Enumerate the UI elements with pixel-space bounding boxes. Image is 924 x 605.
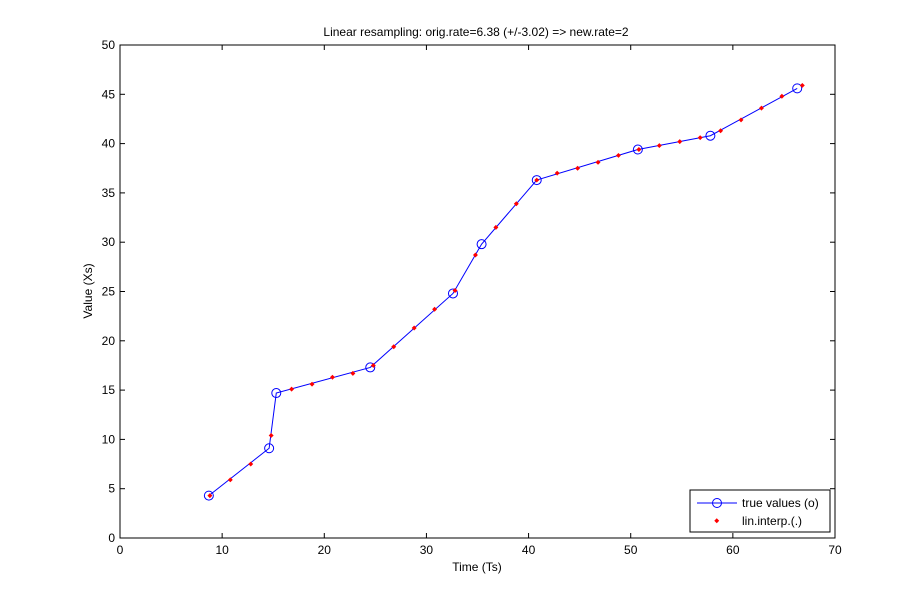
x-tick-label: 0 bbox=[117, 543, 124, 557]
y-tick-label: 5 bbox=[108, 482, 115, 496]
interp-point bbox=[207, 493, 213, 499]
y-tick-label: 0 bbox=[108, 531, 115, 545]
interp-point bbox=[656, 143, 662, 149]
interp-point bbox=[432, 306, 438, 312]
x-axis-label: Time (Ts) bbox=[452, 560, 502, 574]
interp-point bbox=[738, 117, 744, 123]
x-tick-label: 20 bbox=[318, 543, 332, 557]
interp-point bbox=[615, 152, 621, 158]
legend-box bbox=[689, 489, 831, 533]
interp-point bbox=[595, 159, 601, 165]
interp-point bbox=[779, 93, 785, 99]
true-value-point bbox=[632, 144, 643, 155]
legend: true values (o) lin.interp.(.) bbox=[689, 489, 831, 533]
y-tick-label: 35 bbox=[102, 186, 116, 200]
interp-point bbox=[268, 432, 274, 438]
true-value-point bbox=[476, 239, 487, 250]
y-tick-label: 50 bbox=[102, 38, 116, 52]
plot-area bbox=[119, 44, 836, 539]
interp-point bbox=[575, 165, 581, 171]
x-tick-label: 70 bbox=[828, 543, 842, 557]
y-tick-label: 20 bbox=[102, 334, 116, 348]
interp-point bbox=[758, 105, 764, 111]
interp-point bbox=[309, 381, 315, 387]
legend-label-true-values: true values (o) bbox=[742, 496, 819, 510]
interp-point bbox=[452, 288, 458, 293]
series-line-true-values bbox=[208, 87, 798, 496]
legend-marker-true-values bbox=[712, 498, 722, 508]
x-axis: 0 10 20 30 40 50 60 70 bbox=[117, 45, 842, 557]
true-value-point bbox=[531, 175, 542, 186]
x-tick-label: 30 bbox=[420, 543, 434, 557]
interp-point bbox=[411, 325, 417, 331]
interp-point bbox=[248, 461, 254, 467]
y-axis: 0 5 10 15 20 25 30 35 40 45 50 bbox=[102, 38, 835, 545]
interp-point bbox=[329, 374, 335, 380]
interp-point bbox=[718, 128, 724, 134]
interp-point bbox=[350, 370, 356, 376]
legend-label-lin-interp: lin.interp.(.) bbox=[742, 514, 802, 528]
true-value-point bbox=[264, 443, 275, 454]
interp-point bbox=[493, 224, 499, 230]
y-tick-label: 40 bbox=[102, 137, 116, 151]
true-value-point bbox=[705, 130, 716, 141]
x-tick-label: 60 bbox=[726, 543, 740, 557]
interp-point bbox=[636, 147, 642, 152]
x-tick-label: 40 bbox=[522, 543, 536, 557]
interp-point bbox=[289, 386, 295, 392]
y-tick-label: 25 bbox=[102, 285, 116, 299]
interp-point bbox=[391, 344, 397, 350]
true-value-point bbox=[203, 490, 214, 501]
series-layer bbox=[203, 82, 805, 501]
y-tick-label: 10 bbox=[102, 432, 116, 446]
interp-point bbox=[227, 477, 233, 483]
true-value-point bbox=[447, 288, 458, 299]
interp-point bbox=[677, 139, 683, 145]
x-tick-label: 10 bbox=[215, 543, 229, 557]
interp-point bbox=[697, 135, 703, 141]
interp-point bbox=[370, 362, 376, 368]
x-tick-label: 50 bbox=[624, 543, 638, 557]
interp-point bbox=[554, 170, 560, 176]
y-axis-label: Value (Xs) bbox=[81, 263, 95, 318]
y-tick-label: 30 bbox=[102, 235, 116, 249]
interp-point bbox=[472, 252, 478, 258]
y-tick-label: 45 bbox=[102, 87, 116, 101]
y-tick-label: 15 bbox=[102, 383, 116, 397]
legend-marker-lin-interp bbox=[714, 518, 720, 524]
true-value-point bbox=[792, 83, 803, 94]
chart-title: Linear resampling: orig.rate=6.38 (+/-3.… bbox=[323, 25, 629, 39]
true-value-point bbox=[271, 388, 282, 399]
interp-point bbox=[513, 201, 519, 207]
true-value-point bbox=[365, 362, 376, 373]
interp-point bbox=[799, 82, 805, 88]
interp-point bbox=[534, 177, 540, 183]
